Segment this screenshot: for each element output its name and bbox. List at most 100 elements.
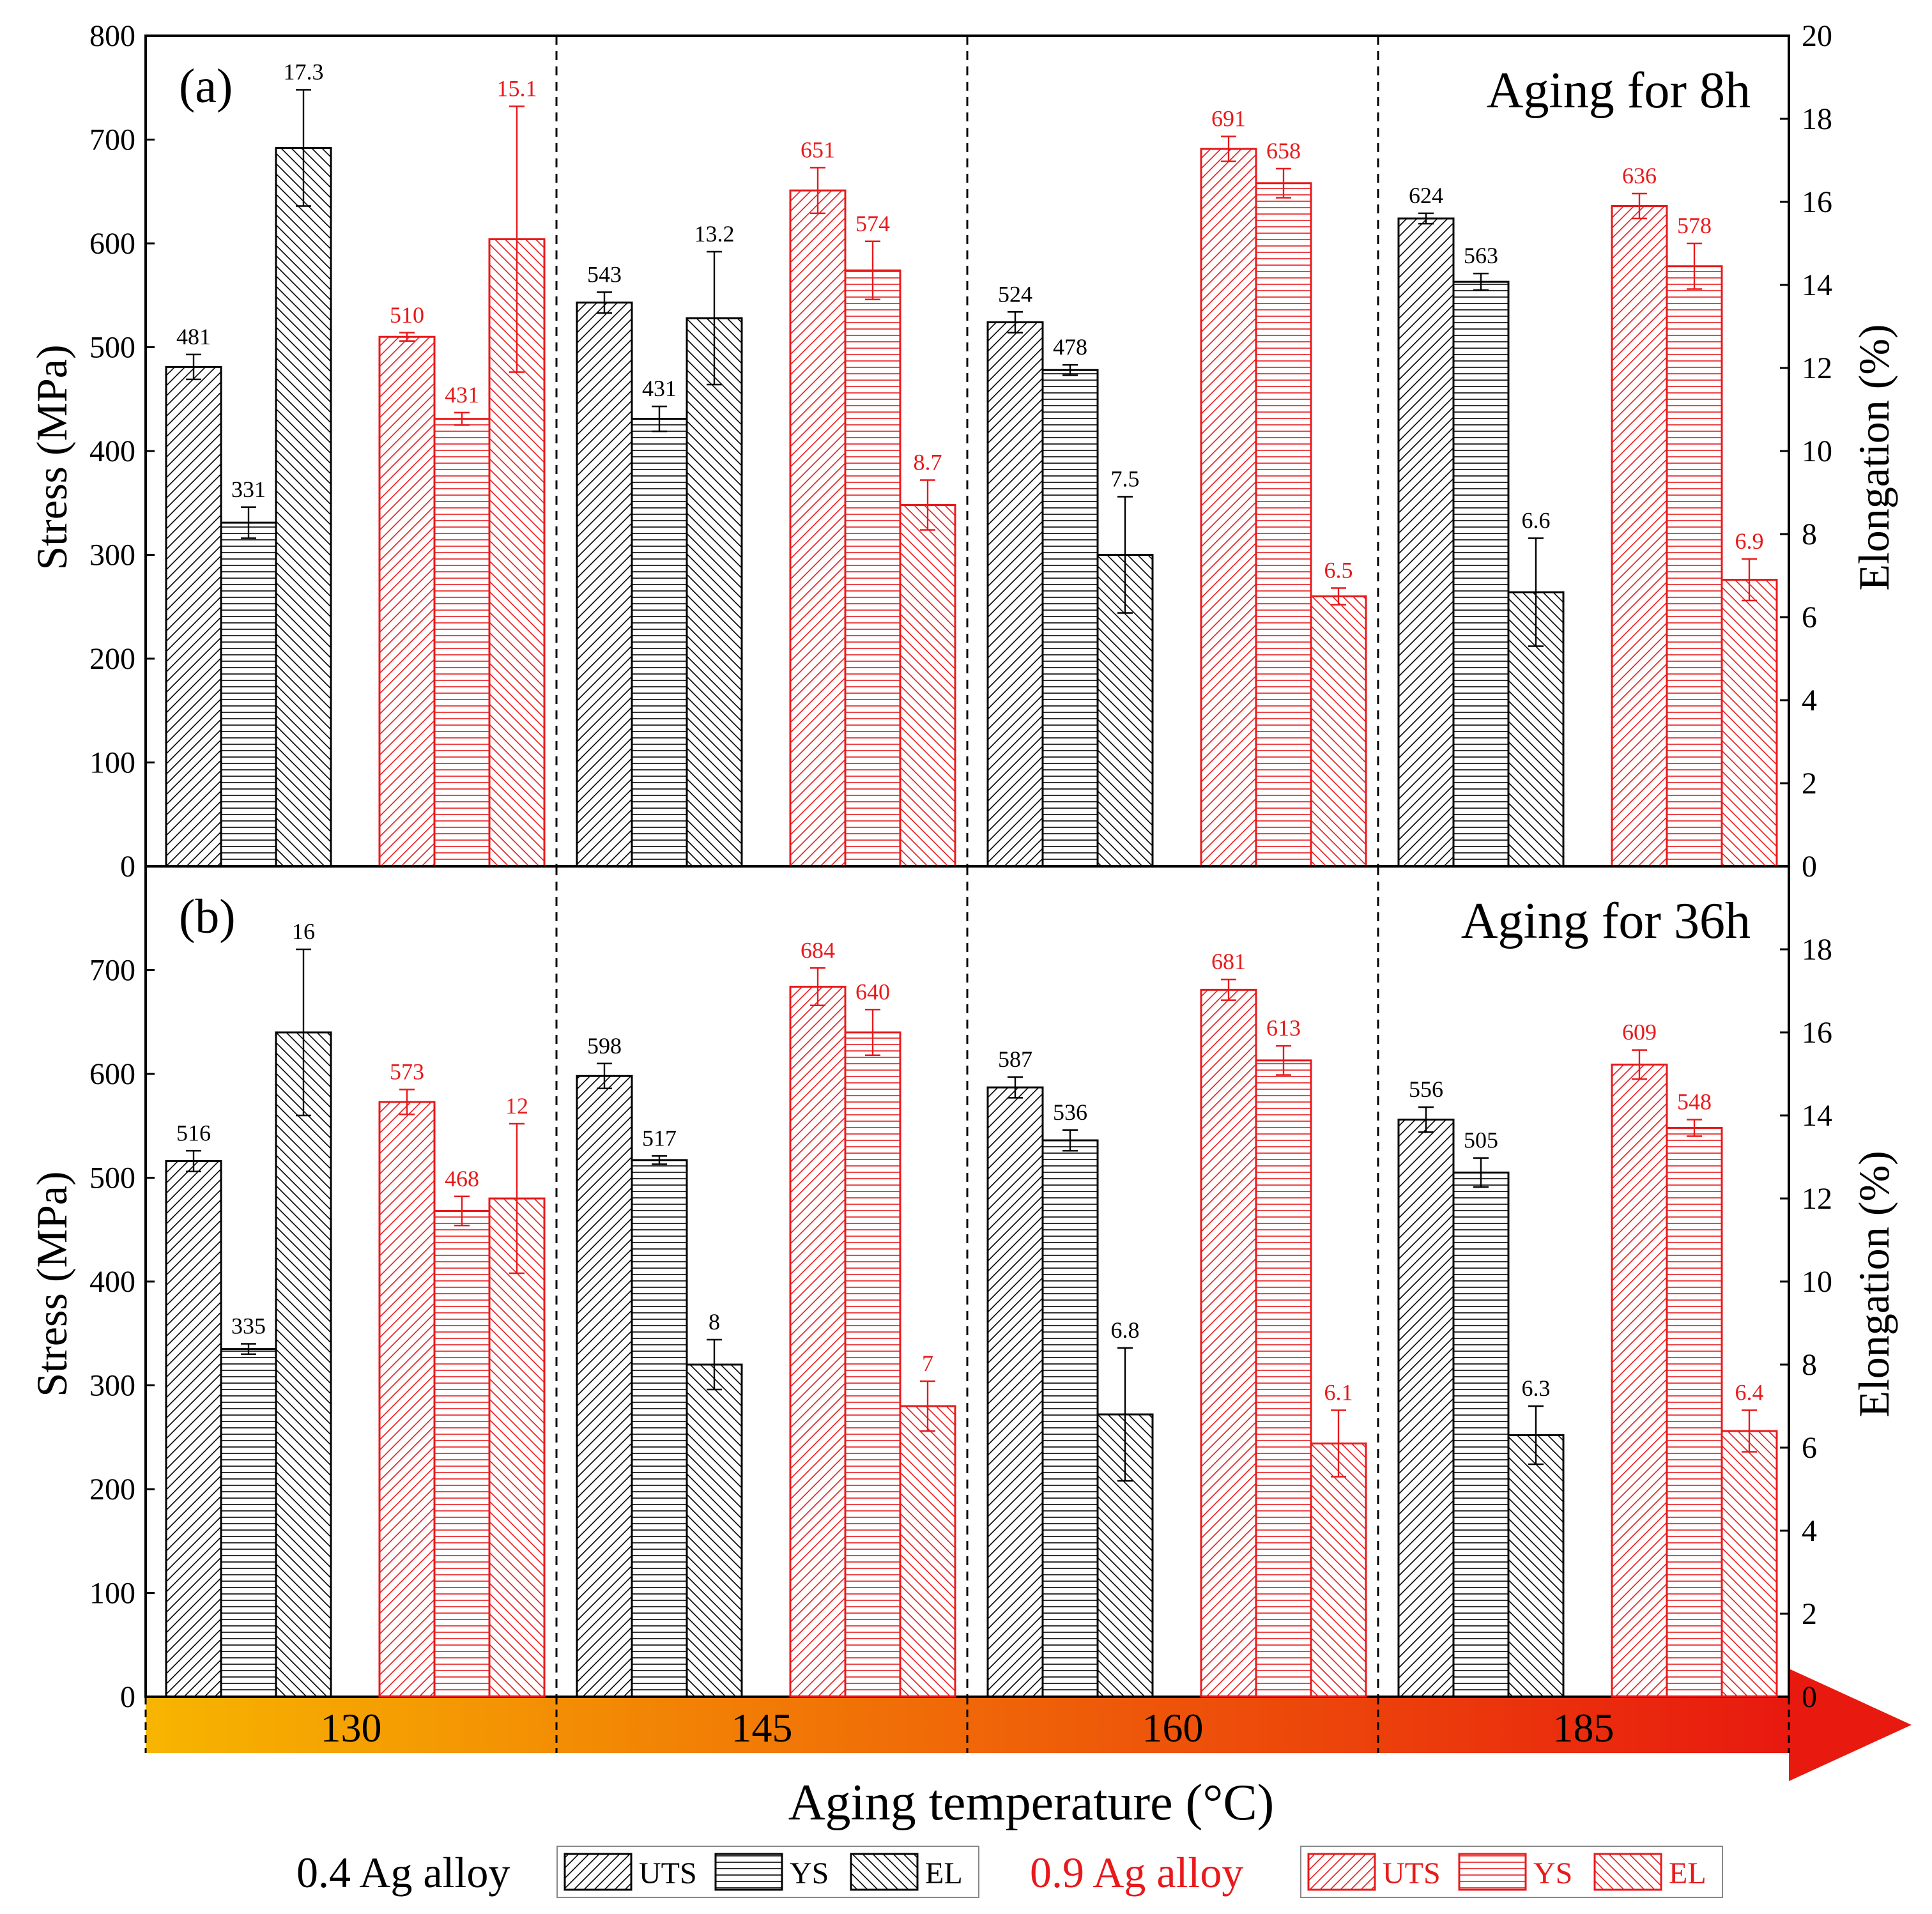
bar-b-ag04-uts-130 bbox=[165, 1160, 222, 1698]
right-tick-label: 8 bbox=[1802, 517, 1817, 551]
data-label: 431 bbox=[445, 382, 479, 408]
bar-a-ag04-ys-130 bbox=[220, 521, 277, 868]
bar-b-ag09-uts-130 bbox=[378, 1101, 436, 1698]
bar-a-ag09-uts-130 bbox=[378, 335, 436, 868]
data-label: 7.5 bbox=[1111, 466, 1140, 492]
left-tick-label: 700 bbox=[89, 954, 135, 988]
bar-a-ag09-el-185 bbox=[1721, 579, 1778, 868]
right-tick-label: 16 bbox=[1802, 1016, 1832, 1050]
bar-b-ag04-el-145 bbox=[686, 1363, 743, 1698]
bar-b-ag09-ys-160 bbox=[1255, 1059, 1312, 1698]
right-tick-label: 2 bbox=[1802, 767, 1817, 800]
panel-a-label: (a) bbox=[179, 59, 233, 113]
legend-swatch-el bbox=[850, 1853, 919, 1891]
bar-b-ag09-el-160 bbox=[1310, 1443, 1367, 1698]
bar-a-ag09-uts-145 bbox=[789, 189, 847, 868]
legend-group-label: 0.4 Ag alloy bbox=[296, 1848, 510, 1897]
data-label: 6.1 bbox=[1324, 1380, 1353, 1405]
panel-b-y-label-left: Stress (MPa) bbox=[27, 1171, 76, 1397]
bar-b-ag09-ys-130 bbox=[433, 1210, 491, 1698]
data-label: 15.1 bbox=[497, 76, 537, 102]
right-tick-label: 14 bbox=[1802, 1099, 1832, 1133]
data-label: 658 bbox=[1266, 138, 1301, 164]
data-label: 13.2 bbox=[694, 221, 735, 247]
legend-swatch-ys bbox=[1458, 1853, 1527, 1891]
data-label: 8 bbox=[709, 1309, 720, 1335]
data-label: 691 bbox=[1211, 106, 1246, 132]
data-label: 17.3 bbox=[284, 59, 324, 85]
right-tick-label: 4 bbox=[1802, 684, 1817, 717]
left-tick-label: 300 bbox=[89, 1369, 135, 1403]
data-label: 6.9 bbox=[1735, 528, 1764, 554]
bar-a-ag09-ys-160 bbox=[1255, 182, 1312, 868]
data-label: 536 bbox=[1053, 1099, 1087, 1125]
data-label: 517 bbox=[642, 1125, 677, 1151]
data-label: 478 bbox=[1053, 334, 1087, 360]
bar-a-ag04-uts-145 bbox=[576, 302, 633, 868]
legend-entry-ys: YS bbox=[790, 1857, 829, 1890]
panel-b-label: (b) bbox=[179, 890, 236, 944]
left-tick-label: 400 bbox=[89, 1265, 135, 1299]
bar-b-ag04-uts-160 bbox=[986, 1086, 1044, 1698]
data-label: 516 bbox=[176, 1120, 211, 1145]
bar-b-ag09-ys-145 bbox=[844, 1031, 901, 1698]
bar-b-ag09-el-185 bbox=[1721, 1430, 1778, 1698]
bar-a-ag04-el-130 bbox=[275, 147, 332, 868]
bar-a-ag09-el-160 bbox=[1310, 595, 1367, 868]
data-label: 574 bbox=[855, 211, 890, 236]
bar-a-ag09-uts-185 bbox=[1611, 205, 1668, 868]
data-label: 6.6 bbox=[1522, 508, 1551, 533]
bar-a-ag04-el-160 bbox=[1096, 554, 1154, 868]
data-label: 563 bbox=[1464, 243, 1498, 268]
data-label: 510 bbox=[390, 302, 424, 328]
bar-a-ag04-uts-185 bbox=[1397, 217, 1455, 868]
bar-a-ag04-ys-160 bbox=[1041, 369, 1099, 868]
right-tick-label: 12 bbox=[1802, 351, 1832, 385]
legend-box bbox=[556, 1846, 979, 1898]
data-label: 556 bbox=[1409, 1076, 1443, 1102]
bar-b-ag04-ys-160 bbox=[1041, 1139, 1099, 1698]
right-tick-label: 0 bbox=[1802, 1680, 1817, 1714]
left-tick-label: 600 bbox=[89, 227, 135, 261]
legend-entry-uts: UTS bbox=[1383, 1857, 1441, 1890]
bar-b-ag04-el-185 bbox=[1507, 1434, 1565, 1698]
left-tick-label: 300 bbox=[89, 539, 135, 572]
bar-a-ag09-ys-130 bbox=[433, 418, 491, 868]
data-label: 12 bbox=[505, 1093, 528, 1119]
left-tick-label: 0 bbox=[120, 850, 135, 884]
data-label: 335 bbox=[231, 1313, 266, 1339]
bar-b-ag04-uts-185 bbox=[1397, 1119, 1455, 1698]
panel-b-title: Aging for 36h bbox=[1461, 893, 1751, 949]
data-label: 524 bbox=[998, 281, 1032, 307]
right-tick-label: 8 bbox=[1802, 1348, 1817, 1382]
data-label: 6.4 bbox=[1735, 1380, 1764, 1405]
left-tick-label: 600 bbox=[89, 1057, 135, 1091]
left-tick-label: 200 bbox=[89, 642, 135, 676]
data-label: 331 bbox=[231, 477, 266, 502]
left-tick-label: 400 bbox=[89, 434, 135, 468]
panel-a-y-label-left: Stress (MPa) bbox=[27, 344, 76, 570]
data-label: 16 bbox=[292, 919, 315, 944]
legend: 0.4 Ag alloy UTS YS EL 0.9 Ag alloy UTS YS EL bbox=[296, 1846, 1723, 1898]
left-tick-label: 200 bbox=[89, 1473, 135, 1506]
right-tick-label: 10 bbox=[1802, 434, 1832, 468]
left-tick-label: 100 bbox=[89, 746, 135, 780]
category-label-185: 185 bbox=[1553, 1705, 1614, 1750]
bar-b-ag04-ys-130 bbox=[220, 1348, 277, 1698]
data-label: 624 bbox=[1409, 183, 1443, 208]
data-label: 573 bbox=[390, 1059, 424, 1084]
legend-swatch-uts bbox=[564, 1853, 632, 1891]
data-label: 548 bbox=[1677, 1089, 1712, 1115]
data-label: 6.5 bbox=[1324, 558, 1353, 583]
bar-a-ag04-uts-160 bbox=[986, 321, 1044, 868]
legend-swatch-ys bbox=[714, 1853, 783, 1891]
legend-entry-el: EL bbox=[925, 1857, 963, 1890]
data-label: 543 bbox=[587, 261, 622, 287]
bar-b-ag09-ys-185 bbox=[1666, 1127, 1723, 1698]
legend-swatch-uts bbox=[1307, 1853, 1376, 1891]
data-label: 578 bbox=[1677, 213, 1712, 238]
data-label: 684 bbox=[801, 937, 835, 963]
legend-entry-uts: UTS bbox=[639, 1857, 697, 1890]
data-label: 598 bbox=[587, 1033, 622, 1059]
panel-a-y-label-right: Elongation (%) bbox=[1850, 324, 1898, 590]
